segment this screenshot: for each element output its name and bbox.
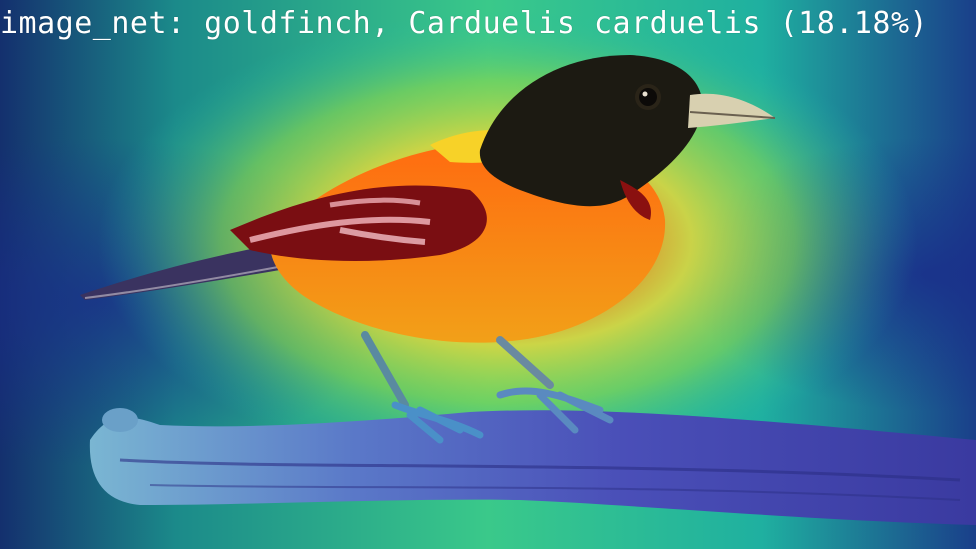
prediction-caption: image_net: goldfinch, Carduelis cardueli… xyxy=(0,6,929,41)
